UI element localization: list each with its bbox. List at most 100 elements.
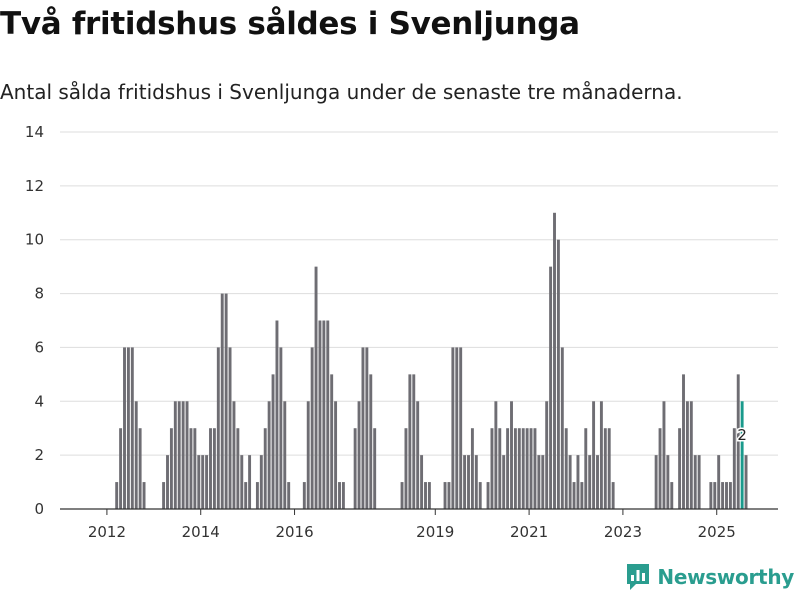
bar: [134, 401, 138, 509]
bar: [201, 455, 205, 509]
bar: [412, 374, 416, 509]
bar: [732, 428, 736, 509]
bar: [236, 428, 240, 509]
bar: [678, 428, 682, 509]
x-tick-label: 2014: [182, 523, 220, 541]
bar: [662, 401, 666, 509]
bar: [517, 428, 521, 509]
newsworthy-logo-icon: [627, 564, 650, 590]
y-tick-label: 4: [34, 392, 44, 410]
bar: [420, 455, 424, 509]
bar: [498, 428, 502, 509]
bars: [115, 212, 748, 510]
bar: [338, 482, 341, 509]
bar: [353, 428, 357, 509]
bar: [728, 482, 732, 509]
y-tick-label: 0: [34, 500, 44, 518]
bar: [510, 401, 513, 509]
bar: [322, 320, 326, 509]
bar: [666, 455, 670, 509]
bar: [259, 455, 263, 509]
bar: [130, 347, 134, 509]
bar: [709, 482, 713, 509]
bar: [603, 428, 607, 509]
bar: [115, 482, 119, 509]
bar: [451, 347, 455, 509]
bar: [443, 482, 447, 509]
bar: [584, 428, 588, 509]
bar: [162, 482, 166, 509]
bar: [545, 401, 549, 509]
bar: [470, 428, 474, 509]
y-tick-label: 8: [34, 285, 44, 303]
bar: [525, 428, 529, 509]
brand[interactable]: Newsworthy: [625, 562, 794, 592]
bar: [556, 239, 560, 509]
bar: [599, 401, 603, 509]
bar: [209, 428, 212, 509]
bar: [564, 428, 568, 509]
bar: [455, 347, 459, 509]
bar: [611, 482, 615, 509]
bar: [474, 455, 478, 509]
bar: [592, 401, 596, 509]
bar: [142, 482, 146, 509]
bar: [713, 482, 717, 509]
bar: [189, 428, 193, 509]
annotations: 2: [736, 425, 749, 446]
y-tick-label: 12: [25, 177, 44, 195]
y-tick-label: 6: [34, 338, 44, 356]
bar: [216, 347, 220, 509]
bar: [334, 401, 338, 509]
bar: [658, 428, 662, 509]
y-tick-label: 14: [25, 123, 44, 141]
bar: [232, 401, 236, 509]
bar: [506, 428, 510, 509]
bar: [529, 428, 533, 509]
bar: [553, 212, 556, 510]
bar: [373, 428, 377, 509]
bar: [568, 455, 572, 509]
bar: [560, 347, 564, 509]
bar: [513, 428, 517, 509]
bar: [404, 428, 408, 509]
bar: [185, 401, 189, 509]
bar: [408, 374, 412, 509]
bar: [279, 347, 283, 509]
bar: [275, 320, 279, 509]
bar: [228, 347, 232, 509]
bar: [607, 428, 611, 509]
bar: [533, 428, 537, 509]
bar: [220, 293, 224, 509]
bar: [717, 455, 721, 509]
bar: [580, 482, 584, 509]
bar-highlight: [740, 401, 744, 509]
bar: [744, 455, 748, 509]
bar: [119, 428, 123, 509]
bar: [541, 455, 545, 509]
bar: [326, 320, 330, 509]
bar: [193, 428, 197, 509]
bar: [521, 428, 525, 509]
bar: [549, 266, 553, 509]
bar: [427, 482, 431, 509]
bar: [689, 401, 693, 509]
bar: [123, 347, 126, 509]
x-tick-label: 2025: [698, 523, 736, 541]
bar: [314, 266, 318, 509]
bar: [177, 401, 181, 509]
bar: [697, 455, 701, 509]
bar: [126, 347, 130, 509]
x-axis: 2012 2014 2016 2019 2021 2023 2025: [60, 508, 778, 541]
bar: [283, 401, 287, 509]
bar: [248, 455, 252, 509]
bar: [725, 482, 728, 509]
bar: [181, 401, 185, 509]
bar: [357, 401, 361, 509]
bar: [318, 320, 322, 509]
bar: [576, 455, 580, 509]
bar: [197, 455, 201, 509]
bar: [267, 401, 271, 509]
x-tick-label: 2016: [275, 523, 313, 541]
bar-value-label: 2: [737, 426, 747, 444]
